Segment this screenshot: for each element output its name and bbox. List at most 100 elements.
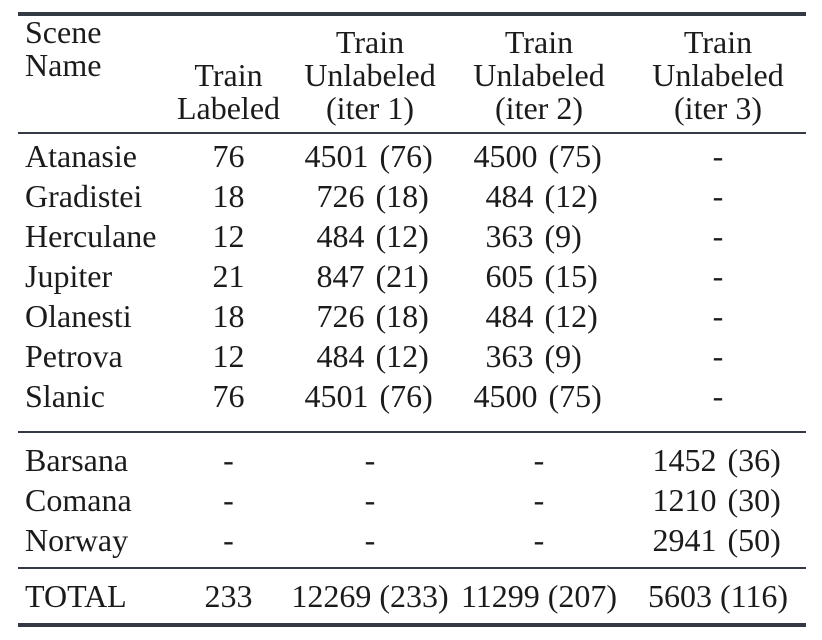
iter1-paren: (12) (375, 218, 429, 254)
cell-iter2: 605 (15) (448, 260, 630, 292)
cell-iter3: 1452 (36) (630, 444, 806, 476)
scene-name: Olanesti (25, 298, 132, 334)
scene-name: Gradistei (25, 178, 143, 214)
scene-name: Norway (25, 522, 129, 558)
scene-name: Slanic (25, 378, 105, 414)
cell-iter3: 2941 (50) (630, 524, 806, 556)
cell-iter2: 484 (12) (448, 180, 630, 212)
cell-iter3: - (712, 258, 724, 294)
table-mid-rule (18, 431, 806, 433)
iter3-paren: (50) (727, 522, 781, 558)
iter3-paren: (30) (727, 482, 781, 518)
iter3-paren: (36) (727, 442, 781, 478)
cell-iter2: - (533, 522, 545, 558)
cell-iter2: 4500 (75) (448, 380, 630, 412)
cell-iter2: 484 (12) (448, 300, 630, 332)
iter2-paren: (9) (544, 338, 582, 374)
scene-name: Petrova (25, 338, 123, 374)
cell-iter3: - (712, 338, 724, 374)
iter2-count: 4500 (473, 378, 538, 414)
iter2-paren: (12) (544, 178, 598, 214)
header-line: Train (194, 57, 263, 93)
cell-iter1: 4501 (76) (292, 380, 448, 412)
cell-scene: Norway (18, 524, 165, 556)
cell-total-iter3: 5603 (116) (647, 578, 789, 614)
cell-iter1: - (364, 482, 376, 518)
cell-scene: Gradistei (18, 180, 165, 212)
cell-total-label: TOTAL (18, 580, 165, 612)
cell-scene: Petrova (18, 340, 165, 372)
cell-train-labeled: 12 (212, 218, 245, 254)
table-total-row: TOTAL 233 12269 (233) 11299 (207) 5603 (… (18, 569, 806, 623)
iter1-count: 847 (316, 258, 365, 294)
table-total-rule (18, 567, 806, 569)
cell-total-iter1: 12269 (233) (291, 578, 449, 614)
col-header-train-unlabeled-iter1: Train Unlabeled (iter 1) (292, 16, 448, 132)
cell-scene: Slanic (18, 380, 165, 412)
cell-train-labeled: - (223, 442, 234, 478)
cell-iter1: 484 (12) (292, 340, 448, 372)
cell-iter3: - (712, 298, 724, 334)
header-line: Unlabeled (304, 57, 436, 93)
cell-iter2: - (533, 482, 545, 518)
header-line: Labeled (176, 90, 281, 126)
cell-train-labeled: - (223, 482, 234, 518)
scene-name: Herculane (25, 218, 157, 254)
scene-name: Barsana (25, 442, 129, 478)
iter2-paren: (75) (548, 378, 602, 414)
col-header-train-labeled: Train Labeled (165, 16, 292, 132)
cell-iter3: - (712, 378, 724, 414)
header-line: (iter 3) (674, 90, 762, 126)
table-row: Olanesti 18 726 (18) 484 (12) - (18, 296, 806, 336)
cell-train-labeled: 76 (212, 378, 245, 414)
iter1-count: 726 (316, 298, 365, 334)
iter1-paren: (21) (375, 258, 429, 294)
scene-name: Atanasie (25, 138, 137, 174)
cell-iter1: 847 (21) (292, 260, 448, 292)
cell-iter1: 484 (12) (292, 220, 448, 252)
cell-train-labeled: 76 (212, 138, 245, 174)
col-header-train-unlabeled-iter3: Train Unlabeled (iter 3) (630, 16, 806, 132)
table-row: Barsana - - - 1452 (36) (18, 440, 806, 480)
cell-train-labeled: - (223, 522, 234, 558)
cell-scene: Herculane (18, 220, 165, 252)
cell-iter2: 4500 (75) (448, 140, 630, 172)
iter3-count: 1210 (652, 482, 717, 518)
cell-iter1: 726 (18) (292, 300, 448, 332)
iter2-count: 605 (485, 258, 534, 294)
table-row: Jupiter 21 847 (21) 605 (15) - (18, 256, 806, 296)
table-row: Comana - - - 1210 (30) (18, 480, 806, 520)
iter2-count: 484 (485, 178, 534, 214)
header-line: (iter 2) (495, 90, 583, 126)
iter1-paren: (18) (375, 178, 429, 214)
table-top-rule (18, 12, 806, 16)
cell-train-labeled: 21 (212, 258, 245, 294)
cell-train-labeled: 18 (212, 178, 245, 214)
cell-iter3: - (712, 218, 724, 254)
header-line: (iter 1) (326, 90, 414, 126)
iter1-count: 484 (316, 218, 365, 254)
cell-train-labeled: 18 (212, 298, 245, 334)
col-header-scene-name: Scene Name (18, 16, 165, 132)
cell-iter1: 726 (18) (292, 180, 448, 212)
header-line: Unlabeled (652, 57, 784, 93)
table-row: Atanasie 76 4501 (76) 4500 (75) - (18, 136, 806, 176)
dataset-split-table: Scene Name Train Labeled Train Unlabeled… (18, 12, 806, 627)
iter1-count: 4501 (304, 138, 369, 174)
cell-scene: Jupiter (18, 260, 165, 292)
iter2-count: 4500 (473, 138, 538, 174)
table-section-unlabeled-scenes: Barsana - - - 1452 (36) Comana - - - 1210… (18, 433, 806, 567)
table-header-row: Scene Name Train Labeled Train Unlabeled… (18, 16, 806, 132)
header-line: Name (25, 47, 102, 83)
cell-train-labeled: 12 (212, 338, 245, 374)
scene-name: Comana (25, 482, 132, 518)
header-line: Unlabeled (473, 57, 605, 93)
iter2-paren: (9) (544, 218, 582, 254)
iter2-paren: (12) (544, 298, 598, 334)
header-line: Train (504, 24, 574, 60)
cell-iter1: 4501 (76) (292, 140, 448, 172)
table-header-rule (18, 132, 806, 134)
cell-iter3: - (712, 138, 724, 174)
table-row: Petrova 12 484 (12) 363 (9) - (18, 336, 806, 376)
